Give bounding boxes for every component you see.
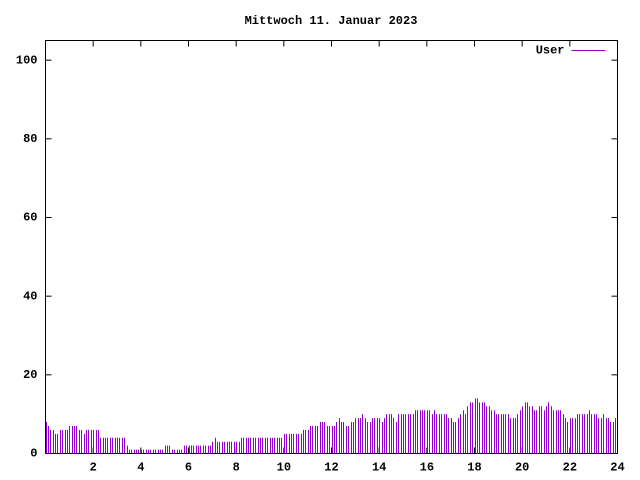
y-tick-label: 20 [23, 368, 37, 382]
x-tick-label: 4 [137, 461, 144, 475]
x-tick-label: 24 [610, 461, 624, 475]
x-tick-label: 20 [515, 461, 529, 475]
legend-label: User [536, 44, 565, 58]
y-tick-label: 0 [30, 447, 37, 461]
x-tick-label: 2 [90, 461, 97, 475]
x-tick-label: 12 [324, 461, 338, 475]
x-tick-label: 14 [372, 461, 386, 475]
y-tick-label: 40 [23, 289, 37, 303]
y-tick-label: 60 [23, 211, 37, 225]
x-tick-label: 18 [467, 461, 481, 475]
x-tick-label: 16 [420, 461, 434, 475]
x-tick-label: 6 [185, 461, 192, 475]
x-tick-label: 8 [233, 461, 240, 475]
x-tick-label: 22 [563, 461, 577, 475]
x-tick-label: 10 [277, 461, 291, 475]
y-tick-label: 80 [23, 132, 37, 146]
y-tick-label: 100 [16, 53, 38, 67]
chart-title: Mittwoch 11. Januar 2023 [245, 14, 418, 28]
